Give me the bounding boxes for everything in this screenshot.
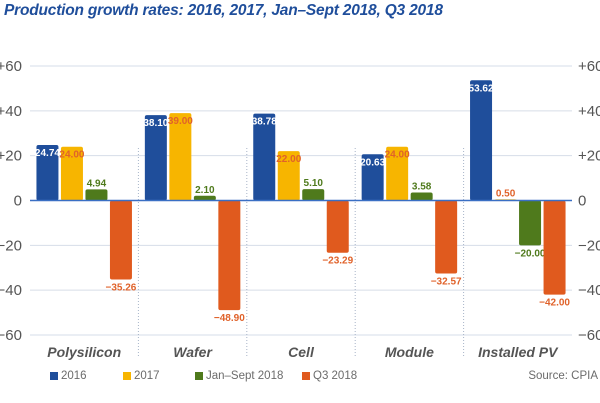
bar-2016-polysilicon xyxy=(36,145,59,201)
legend-swatch-jan-sept-2018 xyxy=(195,372,203,380)
bar-jan-sept-2018-installed-pv xyxy=(519,200,542,246)
bar-q3-2018-wafer xyxy=(218,200,241,311)
data-label: 0.50 xyxy=(496,188,516,199)
data-label: 39.00 xyxy=(168,116,193,127)
y-tick-label-left: +40 xyxy=(0,103,22,120)
legend-label-2016: 2016 xyxy=(61,370,87,382)
legend-item-q3-2018: Q3 2018 xyxy=(302,370,357,382)
legend-swatch-2017 xyxy=(123,372,131,380)
data-label: −23.29 xyxy=(322,256,353,267)
y-tick-label-left: +60 xyxy=(0,58,22,75)
source-note: Source: CPIA xyxy=(528,370,598,382)
legend-item-2017: 2017 xyxy=(123,370,160,382)
bar-2016-cell xyxy=(253,113,276,201)
data-label: 38.10 xyxy=(143,118,168,129)
y-tick-label-right: 0 xyxy=(578,193,586,210)
data-label: 5.10 xyxy=(304,178,324,189)
bar-q3-2018-module xyxy=(435,200,458,274)
data-label: −20.00 xyxy=(515,248,546,259)
legend-label-2017: 2017 xyxy=(134,370,160,382)
category-label: Cell xyxy=(288,344,315,360)
data-label: 4.94 xyxy=(87,178,107,189)
data-label: 24.00 xyxy=(385,150,410,161)
category-label: Module xyxy=(385,344,434,360)
legend: 2016 2017 Jan–Sept 2018 Q3 2018 Source: … xyxy=(0,368,600,388)
legend-item-2016: 2016 xyxy=(50,370,87,382)
bar-2017-wafer xyxy=(169,113,192,201)
data-label: 53.62 xyxy=(469,83,494,94)
category-label: Wafer xyxy=(173,344,213,360)
y-tick-label-right: −60 xyxy=(578,327,600,344)
bar-2016-installed-pv xyxy=(470,80,493,201)
legend-label-q3-2018: Q3 2018 xyxy=(313,370,358,382)
bar-2017-cell xyxy=(277,151,300,201)
data-label: 20.63 xyxy=(360,157,385,168)
data-label: 24.00 xyxy=(59,150,84,161)
bar-2016-wafer xyxy=(144,115,167,201)
bar-jan-sept-2018-wafer xyxy=(193,195,216,201)
data-label: 24.74 xyxy=(35,148,60,159)
legend-swatch-q3-2018 xyxy=(302,372,310,380)
legend-item-jan-sept-2018: Jan–Sept 2018 xyxy=(195,370,283,382)
legend-label-jan-sept-2018: Jan–Sept 2018 xyxy=(206,370,284,382)
y-tick-label-left: +20 xyxy=(0,148,22,165)
y-tick-label-left: 0 xyxy=(14,193,22,210)
chart-title: Production growth rates: 2016, 2017, Jan… xyxy=(4,2,443,19)
bar-q3-2018-polysilicon xyxy=(109,200,132,280)
data-label: −35.26 xyxy=(106,283,137,294)
bar-q3-2018-installed-pv xyxy=(543,200,566,295)
bar-jan-sept-2018-module xyxy=(410,192,433,201)
bar-q3-2018-cell xyxy=(326,200,349,253)
category-label: Polysilicon xyxy=(47,344,121,360)
data-label: 2.10 xyxy=(195,185,215,196)
y-tick-label-left: −40 xyxy=(0,282,22,299)
category-label: Installed PV xyxy=(478,344,559,360)
bar-2016-module xyxy=(361,154,384,201)
legend-swatch-2016 xyxy=(50,372,58,380)
bar-2017-module xyxy=(386,146,409,201)
data-label: −48.90 xyxy=(214,313,245,324)
data-label: 38.78 xyxy=(252,117,277,128)
data-label: 22.00 xyxy=(276,154,301,165)
y-tick-label-right: +60 xyxy=(578,58,600,75)
y-tick-label-right: +20 xyxy=(578,148,600,165)
bar-2017-polysilicon xyxy=(60,146,83,201)
data-label: −42.00 xyxy=(539,298,570,309)
y-tick-label-right: +40 xyxy=(578,103,600,120)
data-label: −32.57 xyxy=(431,277,462,288)
y-tick-label-right: −20 xyxy=(578,237,600,254)
y-tick-label-right: −40 xyxy=(578,282,600,299)
y-tick-label-left: −20 xyxy=(0,237,22,254)
y-tick-label-left: −60 xyxy=(0,327,22,344)
bar-jan-sept-2018-polysilicon xyxy=(85,189,108,201)
data-label: 3.58 xyxy=(412,181,432,192)
bar-jan-sept-2018-cell xyxy=(302,189,325,201)
